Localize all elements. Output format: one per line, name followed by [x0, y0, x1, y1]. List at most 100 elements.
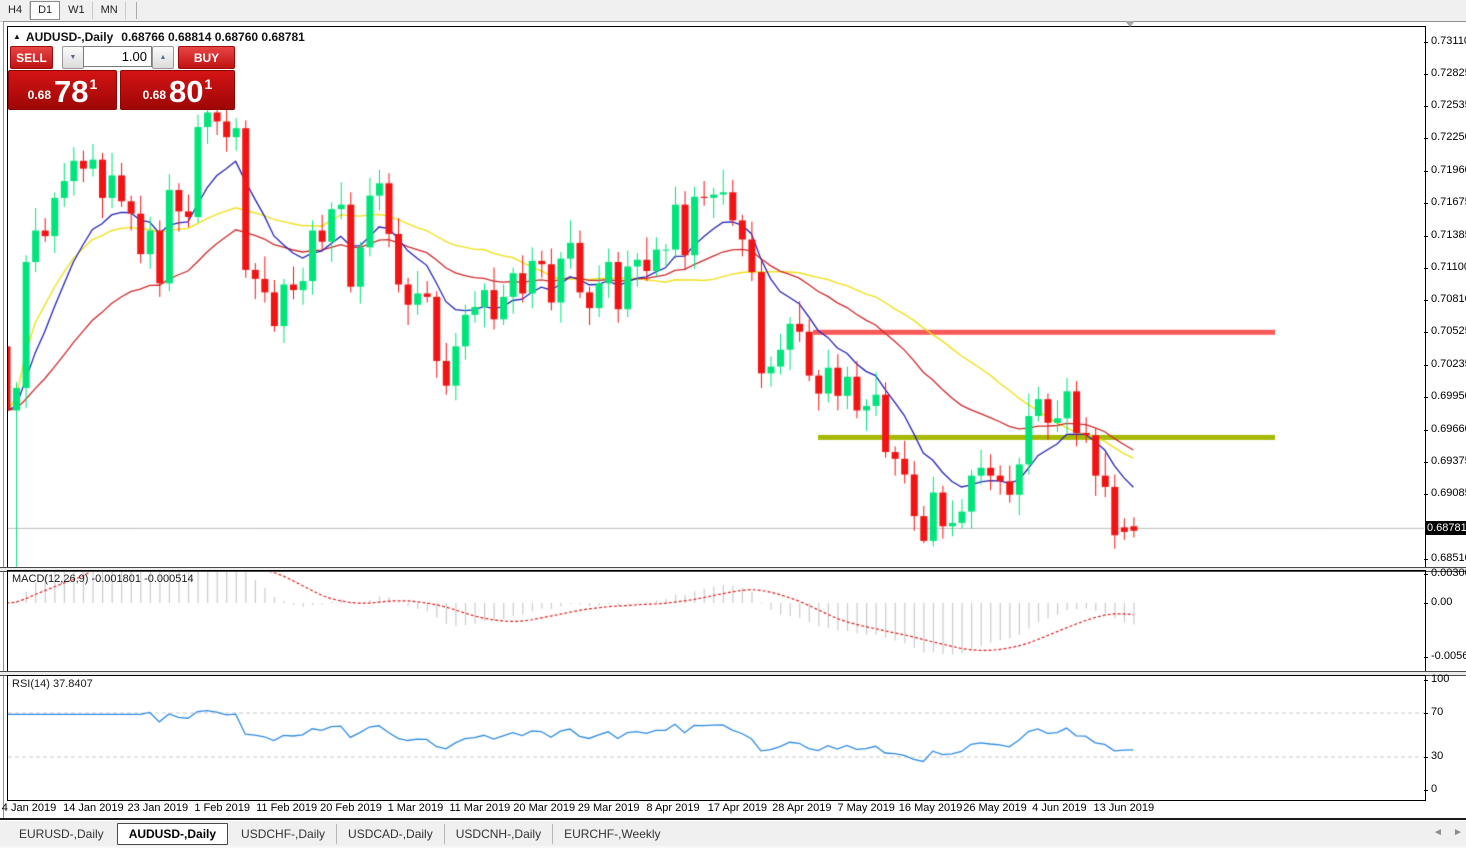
date-label: 4 Jan 2019: [1, 802, 57, 814]
tab-usdchf-daily[interactable]: USDCHF-,Daily: [241, 827, 326, 841]
macd-tick-label: 0.00: [1431, 596, 1453, 608]
sell-price-small: 0.68: [27, 88, 52, 102]
price-tick-mark: [1424, 396, 1428, 398]
chart-window-frame: [3, 21, 1466, 819]
date-label: 1 Mar 2019: [387, 802, 444, 814]
date-label: 4 Jun 2019: [1032, 802, 1087, 814]
date-label: 29 Mar 2019: [577, 802, 640, 814]
chart-title: ▲ AUDUSD-,Daily 0.68766 0.68814 0.68760 0.…: [13, 30, 305, 44]
date-label: 14 Jan 2019: [63, 802, 124, 814]
collapse-panel-icon[interactable]: ▲: [13, 32, 21, 41]
price-tick-mark: [1424, 138, 1428, 140]
buy-button[interactable]: BUY: [178, 46, 235, 69]
rsi-tick-mark: [1424, 680, 1428, 681]
toolbar-separator: [135, 2, 137, 19]
price-tick-label: 0.71675: [1431, 195, 1466, 208]
date-label: 17 Apr 2019: [707, 802, 768, 814]
date-label: 20 Mar 2019: [513, 802, 576, 814]
buy-price-small: 0.68: [142, 88, 167, 102]
date-label: 23 Jan 2019: [127, 802, 189, 814]
volume-input[interactable]: [83, 46, 152, 67]
tab-usdcad-daily[interactable]: USDCAD-,Daily: [336, 824, 444, 844]
timeframe-button-h4[interactable]: H4: [0, 1, 31, 20]
price-tick-label: 0.72825: [1431, 66, 1466, 79]
spin-down-icon: ▼: [69, 54, 77, 61]
price-tick-mark: [1424, 461, 1428, 463]
main-price-chart[interactable]: [8, 27, 1424, 567]
date-label: 28 Apr 2019: [772, 802, 832, 814]
chart-tabs: EURUSD-,Daily AUDUSD-,Daily USDCHF-,Daily U…: [8, 821, 672, 847]
sell-price-big: 78: [54, 74, 89, 109]
price-tick-mark: [1424, 202, 1428, 204]
period-toolbar: H4 D1 W1 MN: [0, 0, 1466, 22]
date-label: 11 Feb 2019: [256, 802, 318, 814]
rsi-tick-mark: [1424, 757, 1428, 758]
rsi-tick-label: 30: [1431, 750, 1444, 762]
panel-splitter[interactable]: [0, 671, 1466, 676]
price-tick-mark: [1424, 300, 1428, 302]
volume-increase-button[interactable]: ▲: [152, 46, 174, 69]
date-label: 26 May 2019: [963, 802, 1027, 814]
price-tick-mark: [1424, 73, 1428, 75]
macd-tick-label: 0.003003: [1431, 567, 1466, 580]
price-tick-mark: [1424, 235, 1428, 237]
price-tick-mark: [1424, 106, 1428, 108]
tab-eurchf-weekly[interactable]: EURCHF-,Weekly: [552, 824, 671, 844]
price-tick-label: 0.69085: [1431, 487, 1466, 500]
tab-usdcnh-daily[interactable]: USDCNH-,Daily: [443, 824, 552, 844]
ohlc-quotes: 0.68766 0.68814 0.68760 0.68781: [121, 30, 305, 44]
tab-scroll-right-icon[interactable]: ►: [1453, 827, 1463, 838]
tab-scroll-left-icon[interactable]: ◄: [1433, 827, 1443, 838]
price-tick-mark: [1424, 170, 1428, 172]
price-tick-mark: [1424, 332, 1428, 334]
date-label: 8 Apr 2019: [646, 802, 700, 814]
rsi-tick-label: 100: [1431, 673, 1450, 685]
timeframe-button-d1[interactable]: D1: [30, 1, 61, 20]
rsi-label: RSI(14) 37.8407: [12, 678, 93, 690]
chart-scroll-marker-icon[interactable]: [1125, 21, 1135, 27]
price-tick-label: 0.71385: [1431, 228, 1466, 241]
price-tick-mark: [1424, 429, 1428, 431]
macd-tick-label: -0.005648: [1431, 650, 1466, 663]
macd-label: MACD(12,26,9) -0.001801 -0.000514: [12, 573, 194, 585]
date-label: 16 May 2019: [898, 802, 963, 814]
buy-price-big: 80: [169, 74, 204, 109]
rsi-tick-label: 70: [1431, 706, 1444, 718]
symbol-period-label: AUDUSD-,Daily: [25, 30, 114, 44]
sell-price-sup: 1: [89, 76, 98, 92]
price-tick-mark: [1424, 558, 1428, 560]
spin-up-icon: ▲: [159, 54, 167, 61]
timeframe-button-mn[interactable]: MN: [93, 1, 126, 20]
price-tick-label: 0.70525: [1431, 325, 1466, 338]
sell-button[interactable]: SELL: [10, 46, 53, 69]
price-tick-label: 0.72535: [1431, 99, 1466, 112]
rsi-indicator-chart[interactable]: [8, 676, 1424, 798]
buy-quote-panel[interactable]: 0.68 80 1: [120, 70, 235, 110]
statusbar-sliver: [0, 846, 1466, 848]
rsi-tick-mark: [1424, 713, 1428, 714]
macd-indicator-chart[interactable]: [8, 571, 1424, 672]
sell-quote-panel[interactable]: 0.68 78 1: [8, 70, 117, 110]
buy-price-sup: 1: [204, 76, 213, 92]
tab-eurusd-daily[interactable]: EURUSD-,Daily: [19, 827, 104, 841]
price-tick-mark: [1424, 41, 1428, 43]
price-tick-mark: [1424, 267, 1428, 269]
date-label: 13 Jun 2019: [1093, 802, 1155, 814]
current-price-label: 0.68781: [1425, 521, 1466, 536]
price-tick-label: 0.69375: [1431, 454, 1466, 467]
timeframe-button-w1[interactable]: W1: [60, 1, 93, 20]
panel-splitter[interactable]: [0, 567, 1466, 572]
price-tick-label: 0.70235: [1431, 357, 1466, 370]
chart-tab-bar: EURUSD-,Daily AUDUSD-,Daily USDCHF-,Daily U…: [0, 820, 1466, 847]
macd-tick-mark: [1424, 574, 1428, 576]
volume-decrease-button[interactable]: ▼: [62, 46, 84, 69]
tab-audusd-daily[interactable]: AUDUSD-,Daily: [116, 823, 229, 845]
